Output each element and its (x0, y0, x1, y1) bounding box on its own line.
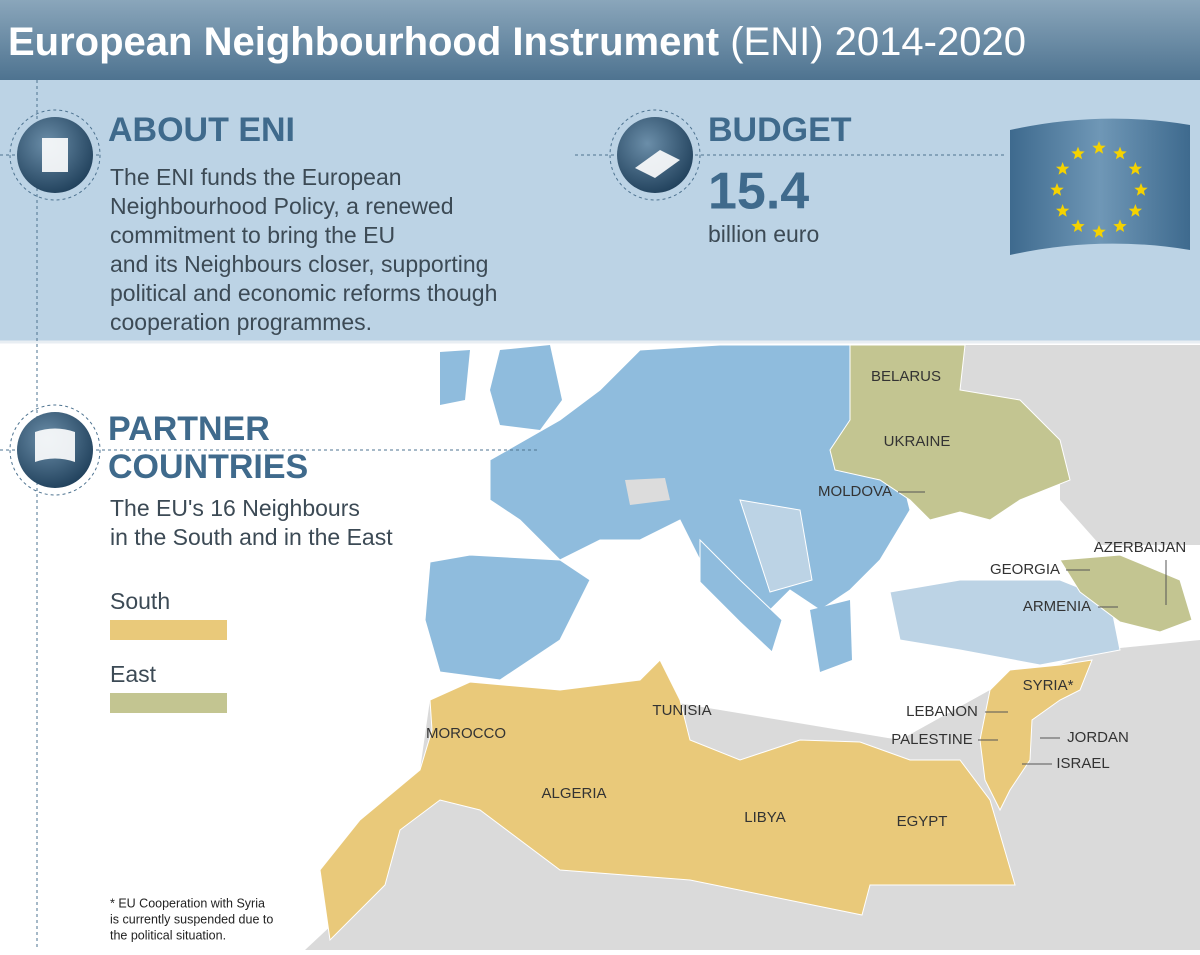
about-text: and its Neighbours closer, supporting (110, 251, 488, 277)
partners-heading: COUNTRIES (108, 448, 308, 486)
partners-text: in the South and in the East (110, 524, 393, 550)
budget-unit: billion euro (708, 221, 819, 247)
eu-flag (1010, 118, 1190, 255)
country-label: PALESTINE (891, 731, 972, 748)
flag-star (1092, 141, 1106, 154)
flag-star (1071, 146, 1085, 160)
legend-swatch (110, 693, 227, 713)
country-label: ARMENIA (1023, 598, 1091, 615)
about-text: cooperation programmes. (110, 309, 372, 335)
about-text: political and economic reforms though (110, 280, 497, 306)
country-label: UKRAINE (884, 433, 951, 450)
flag-star (1056, 162, 1070, 175)
flag-star (1056, 204, 1070, 217)
country-label: JORDAN (1067, 729, 1129, 746)
about-heading: ABOUT ENI (108, 111, 295, 149)
legend-label: East (110, 661, 157, 687)
flag-star (1134, 183, 1148, 196)
label-leaders (898, 491, 1167, 765)
country-label: MOROCCO (426, 725, 506, 742)
intro-panel (0, 80, 1200, 342)
country-label: GEORGIA (990, 561, 1060, 578)
country-label: TUNISIA (652, 702, 711, 719)
title: European Neighbourhood Instrument (ENI) … (8, 20, 1026, 64)
partners-text: The EU's 16 Neighbours (110, 495, 360, 521)
flag-star (1113, 146, 1127, 160)
flag-star (1128, 204, 1142, 217)
legend-swatch (110, 620, 227, 640)
flag-star (1050, 183, 1064, 196)
about-text: The ENI funds the European (110, 164, 402, 190)
flag-star (1092, 225, 1106, 238)
header-bar (0, 0, 1200, 80)
flag-star (1113, 219, 1127, 232)
flag-star (1128, 162, 1142, 175)
country-label: EGYPT (897, 813, 948, 830)
budget-amount: 15.4 (708, 163, 809, 221)
country-label: BELARUS (871, 368, 941, 385)
about-text: commitment to bring the EU (110, 222, 395, 248)
country-label: SYRIA* (1023, 677, 1074, 694)
country-label: AZERBAIJAN (1094, 539, 1187, 556)
footnote: is currently suspended due to (110, 912, 273, 926)
country-label: MOLDOVA (818, 483, 892, 500)
map (305, 344, 1200, 950)
footnote: the political situation. (110, 928, 226, 942)
title-bold: European Neighbourhood Instrument (8, 20, 719, 64)
title-rest: (ENI) 2014-2020 (730, 20, 1026, 64)
country-label: ALGERIA (541, 785, 606, 802)
about-text: Neighbourhood Policy, a renewed (110, 193, 454, 219)
budget-heading: BUDGET (708, 111, 852, 149)
country-label: LIBYA (744, 809, 785, 826)
legend-label: South (110, 588, 170, 614)
footnote: * EU Cooperation with Syria (110, 896, 265, 910)
country-label: LEBANON (906, 703, 978, 720)
icons (17, 117, 693, 488)
country-label: ISRAEL (1056, 755, 1109, 772)
flag-star (1071, 219, 1085, 232)
partners-heading: PARTNER (108, 410, 270, 448)
